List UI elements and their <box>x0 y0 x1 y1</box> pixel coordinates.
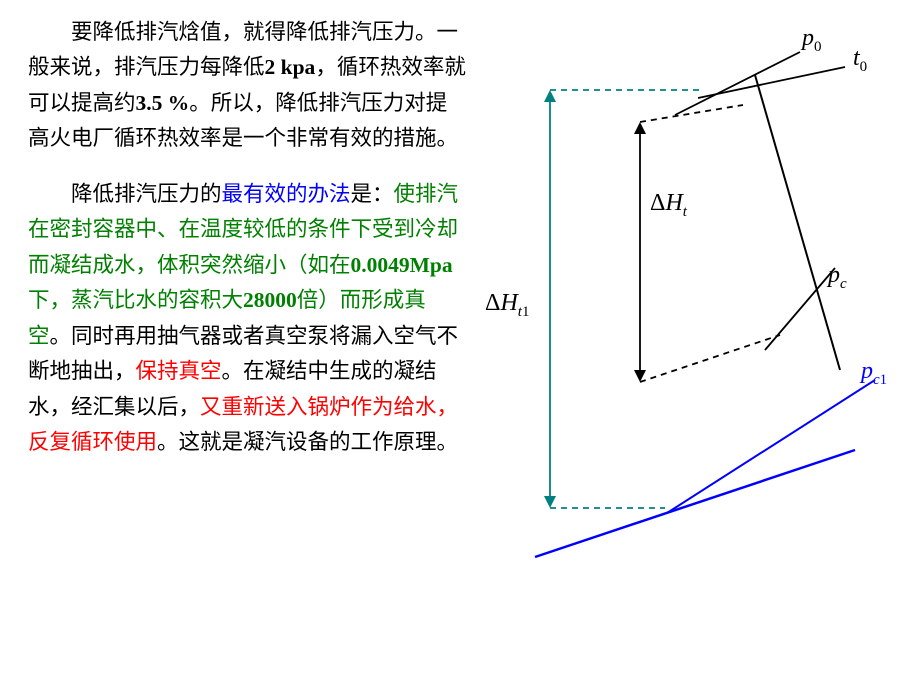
label-pc1: pc1 <box>861 358 887 389</box>
text-content: 要降低排汽焓值，就得降低排汽压力。一般来说，排汽压力每降低2 kpa，循环热效率… <box>28 15 468 461</box>
label-pc: pc <box>828 262 847 293</box>
paragraph-1: 要降低排汽焓值，就得降低排汽压力。一般来说，排汽压力每降低2 kpa，循环热效率… <box>28 15 468 157</box>
label-delta-ht1: ΔHt1 <box>485 290 529 321</box>
h-s-diagram: p0 t0 ΔHt ΔHt1 pc pc1 <box>475 10 920 570</box>
paragraph-2: 降低排汽压力的最有效的办法是：使排汽在密封容器中、在温度较低的条件下受到冷却而凝… <box>28 177 468 461</box>
label-p0: p0 <box>802 25 822 56</box>
diagram-svg <box>475 10 920 570</box>
label-delta-ht: ΔHt <box>650 190 687 221</box>
label-t0: t0 <box>853 45 867 76</box>
